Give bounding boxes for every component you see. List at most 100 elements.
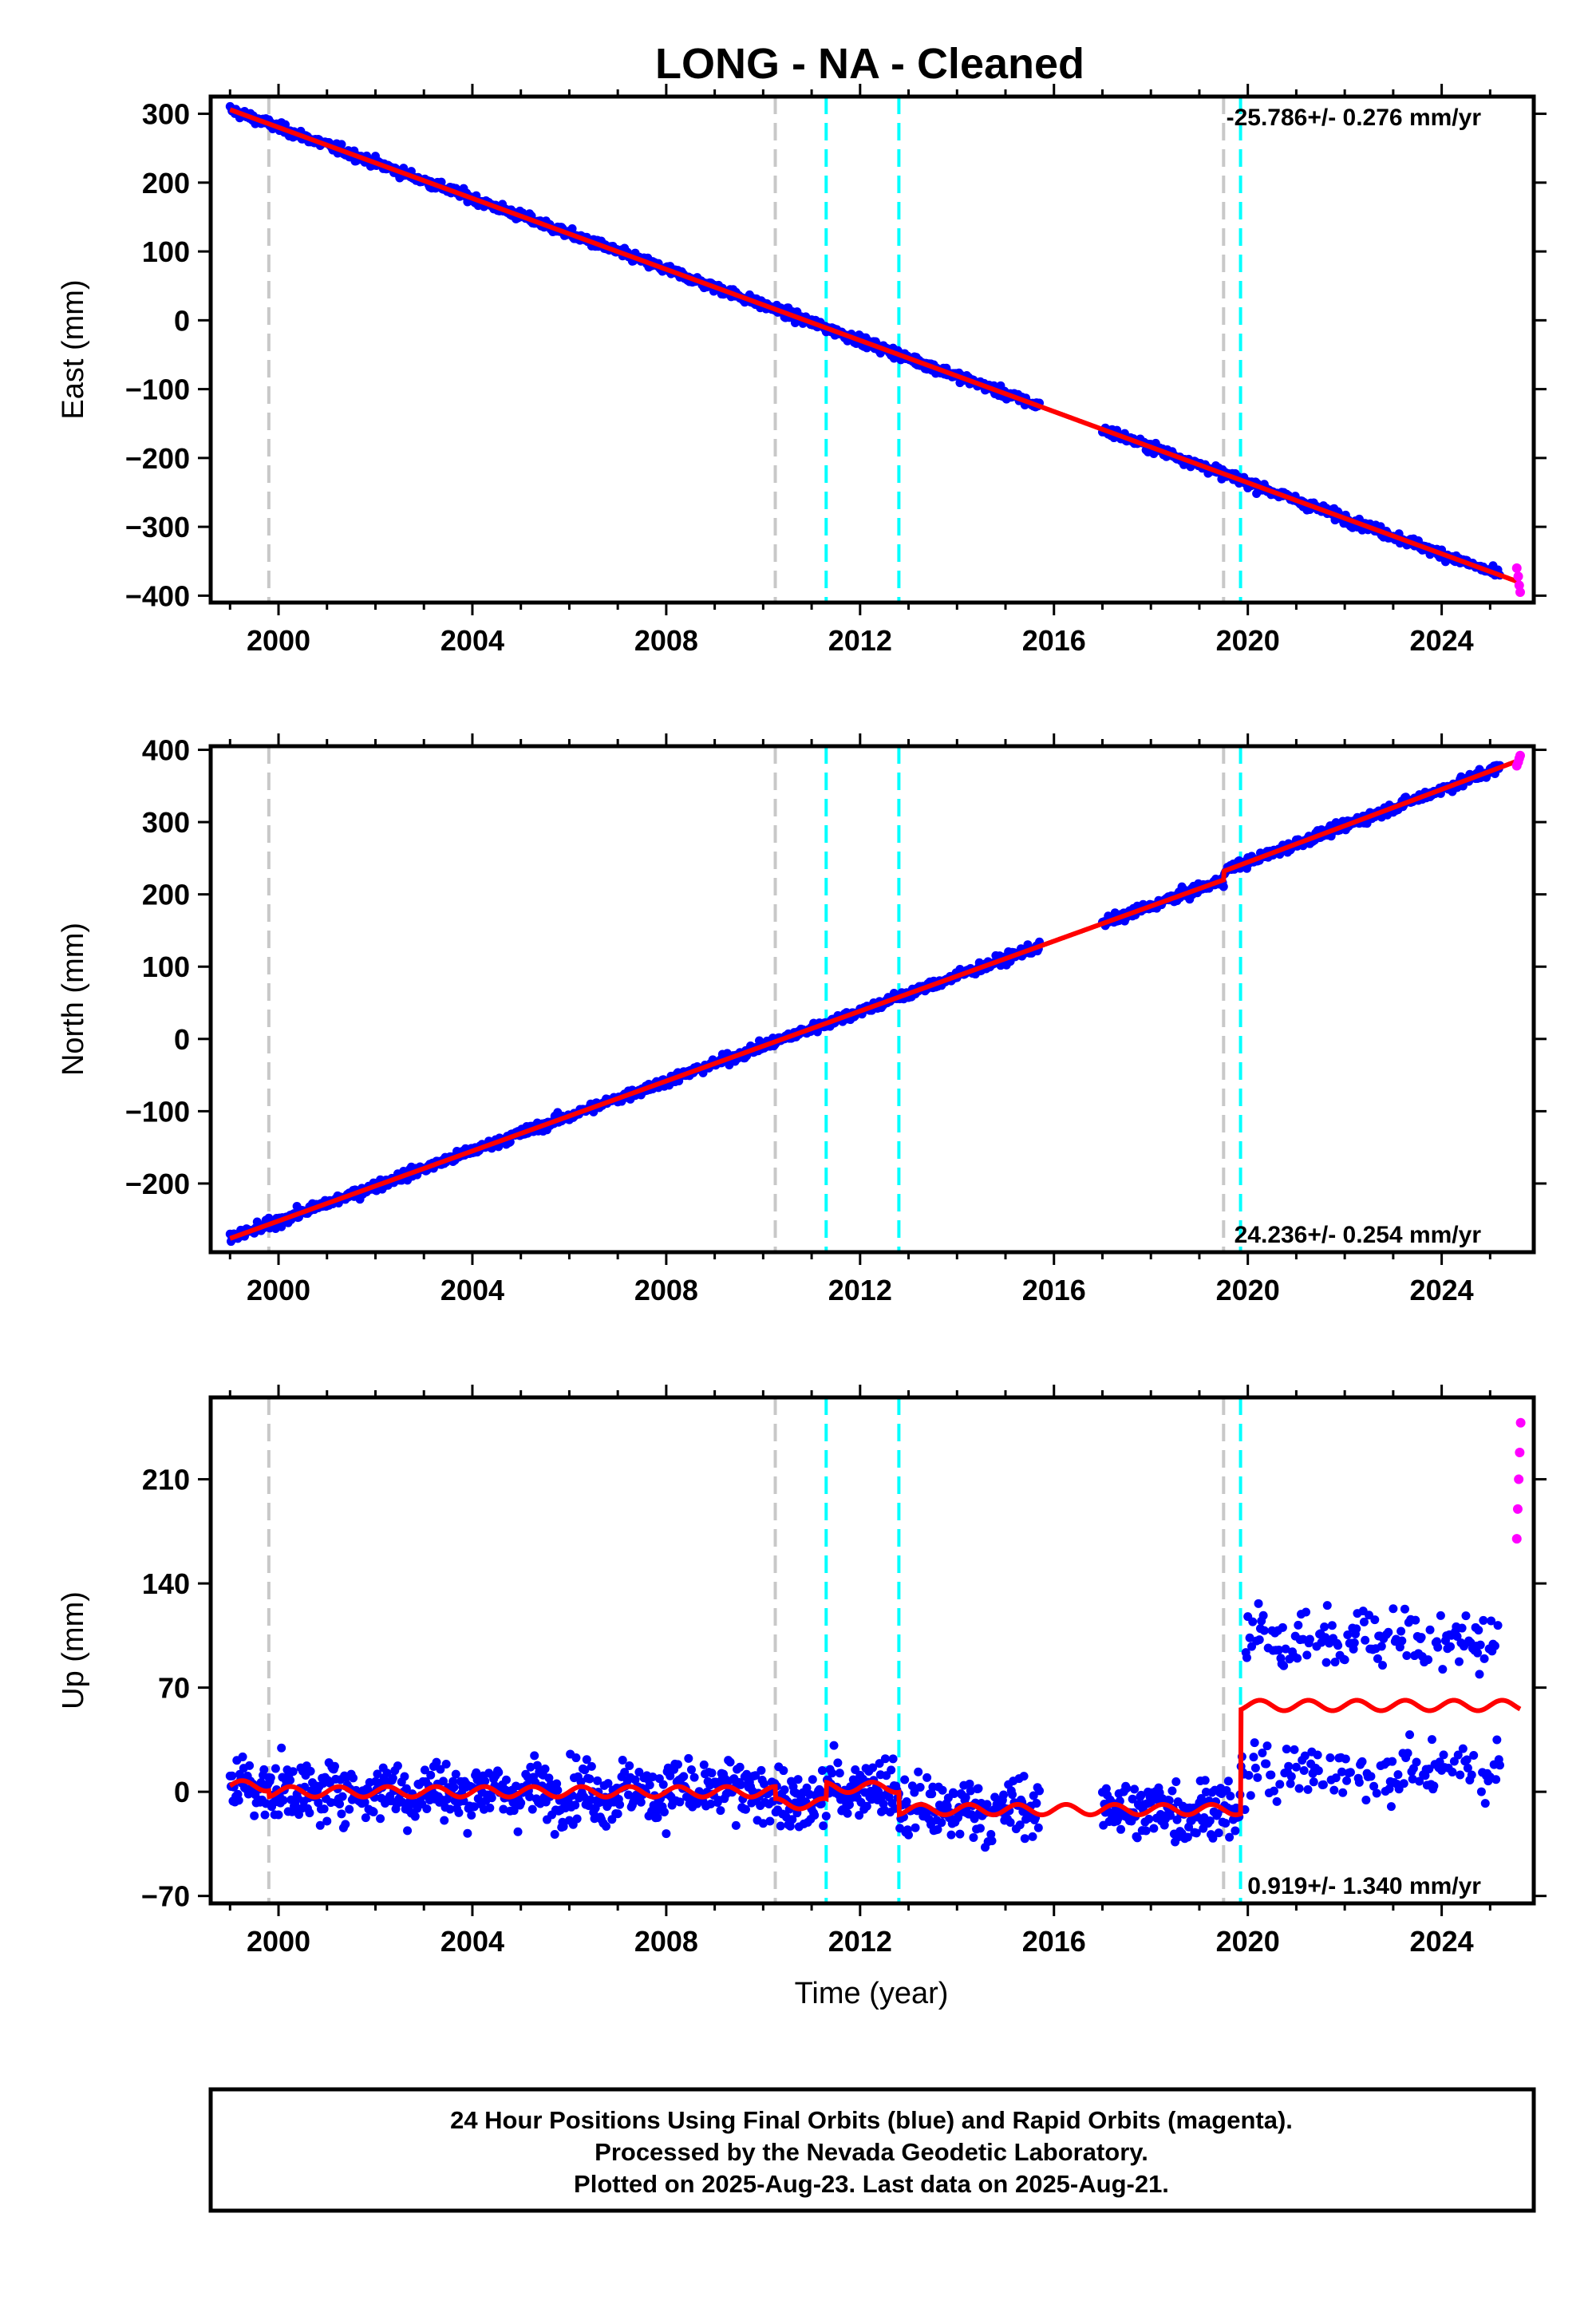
up-data-point: [1130, 1784, 1140, 1794]
up-data-point: [1290, 1745, 1299, 1754]
up-data-point: [527, 1804, 537, 1814]
up-data-point: [673, 1760, 682, 1769]
up-data-point: [689, 1773, 699, 1782]
up-data-point: [821, 1812, 831, 1821]
up-frame: [208, 1395, 1536, 1906]
north-x-tick-label: 2016: [1022, 1274, 1086, 1306]
up-data-point: [1372, 1788, 1381, 1798]
up-y-tick-label: −70: [141, 1880, 190, 1913]
up-data-point: [785, 1821, 795, 1831]
up-data-point: [436, 1765, 445, 1774]
up-data-point: [1286, 1779, 1295, 1788]
up-data-point: [400, 1772, 409, 1781]
up-data-point: [580, 1765, 590, 1775]
up-data-point: [1400, 1604, 1409, 1614]
up-data-point: [888, 1754, 898, 1764]
up-data-point: [1293, 1654, 1302, 1663]
up-data-point: [1128, 1794, 1137, 1804]
up-data-point: [810, 1810, 820, 1820]
up-data-point: [1279, 1661, 1289, 1670]
up-x-tick-label: 2016: [1022, 1925, 1086, 1958]
up-data-point: [1149, 1824, 1159, 1833]
up-data-point: [1275, 1780, 1285, 1789]
up-y-tick-label: 210: [142, 1464, 190, 1496]
up-data-point: [1029, 1791, 1038, 1800]
up-data-point: [1349, 1638, 1359, 1648]
up-data-point: [880, 1754, 890, 1764]
up-data-point: [1480, 1799, 1490, 1808]
up-data-point: [779, 1766, 788, 1776]
up-data-point: [961, 1792, 970, 1802]
up-data-point: [1438, 1665, 1448, 1674]
up-data-point: [675, 1797, 685, 1807]
up-data-point: [1244, 1771, 1254, 1780]
up-data-point: [1035, 1786, 1045, 1796]
east-x-tick-label: 2004: [440, 624, 504, 657]
up-data-point: [819, 1821, 828, 1831]
up-data-point: [1254, 1599, 1263, 1608]
up-data-point: [1122, 1784, 1132, 1793]
up-data-point: [525, 1792, 535, 1802]
up-data-point: [741, 1804, 750, 1814]
up-data-point: [572, 1814, 582, 1824]
up-data-point: [338, 1792, 347, 1801]
up-data-point: [1005, 1818, 1015, 1828]
up-data-point: [576, 1777, 586, 1787]
up-data-point: [467, 1810, 476, 1820]
up-data-point: [1357, 1757, 1367, 1766]
up-data-point: [1389, 1604, 1398, 1614]
east-rapid-orbit-point: [1515, 587, 1525, 598]
up-data-point: [422, 1804, 432, 1814]
up-data-point: [432, 1757, 441, 1767]
up-data-point: [288, 1767, 298, 1777]
up-data-point: [420, 1765, 429, 1775]
up-data-point: [445, 1804, 455, 1814]
up-data-point: [1393, 1770, 1403, 1780]
up-data-point: [513, 1827, 523, 1836]
up-data-point: [1373, 1654, 1382, 1663]
up-data-point: [526, 1762, 535, 1772]
up-data-point: [1294, 1620, 1303, 1630]
up-data-point: [330, 1761, 339, 1771]
up-data-point: [955, 1829, 965, 1839]
up-final-orbit-points: [225, 1599, 1504, 1852]
up-data-point: [1493, 1621, 1503, 1630]
up-data-point: [938, 1785, 947, 1795]
up-data-point: [1325, 1753, 1335, 1763]
up-data-point: [602, 1821, 611, 1831]
up-y-axis-label: Up (mm): [57, 1591, 90, 1709]
up-data-point: [1449, 1757, 1459, 1766]
up-data-point: [1341, 1754, 1350, 1764]
up-data-point: [1361, 1795, 1371, 1804]
up-data-point: [862, 1801, 871, 1811]
up-x-tick-label: 2024: [1410, 1925, 1474, 1958]
figure-title: LONG - NA - Cleaned: [655, 40, 1084, 88]
up-data-point: [401, 1784, 411, 1793]
up-data-point: [1385, 1784, 1394, 1793]
up-data-point: [1452, 1632, 1462, 1642]
east-data-point: [567, 224, 577, 234]
up-data-point: [1462, 1755, 1472, 1765]
up-data-point: [1020, 1834, 1029, 1844]
up-data-point: [472, 1768, 481, 1777]
up-data-point: [808, 1775, 817, 1784]
up-data-point: [582, 1755, 591, 1765]
up-data-point: [553, 1785, 563, 1795]
up-data-point: [1469, 1751, 1479, 1761]
up-data-point: [900, 1775, 910, 1784]
up-data-point: [440, 1816, 449, 1825]
up-data-point: [684, 1753, 693, 1763]
east-y-tick-label: −100: [125, 373, 190, 406]
up-data-point: [485, 1803, 495, 1812]
footer-line-2: Processed by the Nevada Geodetic Laborat…: [595, 2138, 1148, 2166]
up-data-point: [707, 1769, 717, 1778]
up-data-point: [1322, 1601, 1332, 1611]
up-data-point: [1309, 1777, 1318, 1787]
up-data-point: [1436, 1611, 1445, 1620]
east-rapid-orbit-point: [1511, 563, 1522, 573]
east-y-tick-label: 300: [142, 98, 190, 131]
up-data-point: [341, 1820, 350, 1829]
east-plot-area: [225, 97, 1525, 603]
up-data-point: [550, 1829, 559, 1839]
